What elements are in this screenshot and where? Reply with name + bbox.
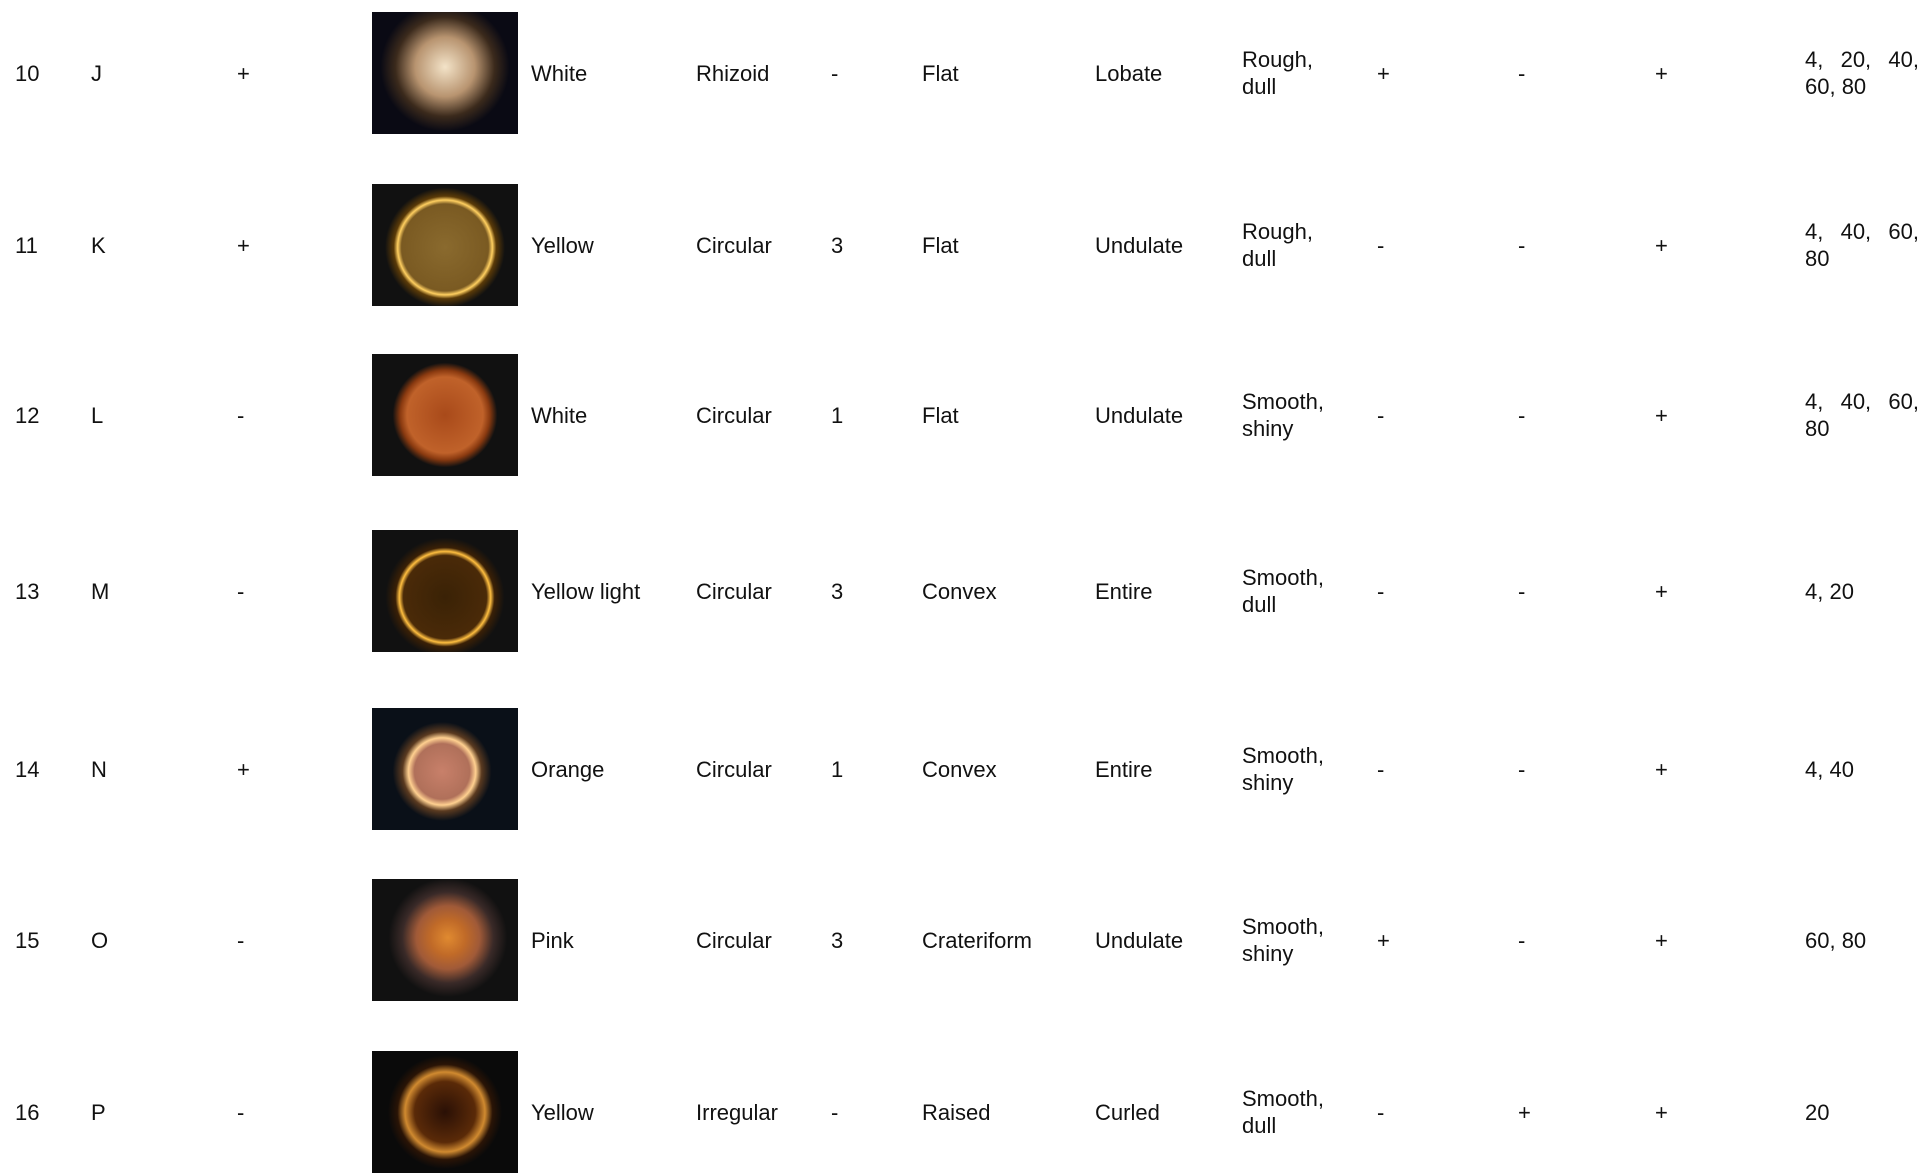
margin: Curled — [1095, 1099, 1160, 1125]
shape: Irregular — [696, 1099, 778, 1125]
shape: Circular — [696, 402, 772, 428]
shape: Circular — [696, 927, 772, 953]
margin: Undulate — [1095, 927, 1184, 953]
color: Yellow — [531, 232, 594, 258]
gram: - — [237, 1099, 245, 1125]
shape: Circular — [696, 578, 772, 604]
texture: Rough, dull — [1242, 219, 1313, 271]
size: 3 — [831, 927, 844, 953]
colony-photo — [372, 1051, 518, 1173]
color: Orange — [531, 756, 605, 782]
color: Yellow — [531, 1099, 594, 1125]
gram: - — [237, 402, 245, 428]
margin: Entire — [1095, 756, 1153, 782]
isolate-code: K — [91, 232, 106, 258]
texture: Smooth, shiny — [1242, 914, 1324, 966]
colony-photo — [372, 354, 518, 476]
color: White — [531, 60, 588, 86]
isolate-code: P — [91, 1099, 106, 1125]
elevation: Flat — [922, 60, 959, 86]
color: White — [531, 402, 588, 428]
colony-photo — [372, 879, 518, 1001]
colony-photo — [372, 530, 518, 652]
margin: Undulate — [1095, 402, 1184, 428]
isolate-code: N — [91, 756, 107, 782]
shape: Circular — [696, 756, 772, 782]
test-2: - — [1518, 756, 1526, 782]
size: 3 — [831, 578, 844, 604]
size: 1 — [831, 756, 844, 782]
test-2: - — [1518, 578, 1526, 604]
elevation: Raised — [922, 1099, 991, 1125]
test-1: - — [1377, 578, 1385, 604]
temperatures: 4, 40, 60, 80 — [1805, 389, 1919, 441]
size: 3 — [831, 232, 844, 258]
isolate-no: 11 — [15, 232, 38, 258]
isolate-no: 12 — [15, 402, 40, 428]
temperatures: 4, 20 — [1805, 578, 1854, 604]
elevation: Crateriform — [922, 927, 1033, 953]
test-3: + — [1655, 402, 1668, 428]
margin: Lobate — [1095, 60, 1163, 86]
test-3: + — [1655, 927, 1668, 953]
elevation: Flat — [922, 232, 959, 258]
test-2: - — [1518, 232, 1526, 258]
color: Pink — [531, 927, 574, 953]
temperatures: 4, 40, 60, 80 — [1805, 219, 1919, 271]
isolate-no: 15 — [15, 927, 40, 953]
isolate-code: O — [91, 927, 109, 953]
isolate-code: M — [91, 578, 110, 604]
size: 1 — [831, 402, 844, 428]
isolate-no: 10 — [15, 60, 40, 86]
test-2: + — [1518, 1099, 1531, 1125]
colony-photo — [372, 184, 518, 306]
test-1: - — [1377, 756, 1385, 782]
temperatures: 4, 40 — [1805, 756, 1854, 782]
colony-photo — [372, 12, 518, 134]
margin: Entire — [1095, 578, 1153, 604]
texture: Smooth, dull — [1242, 1086, 1324, 1138]
test-1: - — [1377, 1099, 1385, 1125]
texture: Smooth, dull — [1242, 565, 1324, 617]
test-3: + — [1655, 232, 1668, 258]
colony-photo — [372, 708, 518, 830]
elevation: Flat — [922, 402, 959, 428]
test-3: + — [1655, 756, 1668, 782]
test-3: + — [1655, 1099, 1668, 1125]
temperatures: 4, 20, 40, 60, 80 — [1805, 47, 1919, 99]
test-1: - — [1377, 402, 1385, 428]
test-2: - — [1518, 402, 1526, 428]
test-3: + — [1655, 578, 1668, 604]
texture: Smooth, shiny — [1242, 743, 1324, 795]
gram: - — [237, 927, 245, 953]
isolate-no: 13 — [15, 578, 40, 604]
gram: + — [237, 60, 250, 86]
texture: Rough, dull — [1242, 47, 1313, 99]
test-1: + — [1377, 60, 1390, 86]
test-2: - — [1518, 927, 1526, 953]
test-3: + — [1655, 60, 1668, 86]
size: - — [831, 1099, 839, 1125]
isolate-code: J — [91, 60, 102, 86]
test-2: - — [1518, 60, 1526, 86]
gram: + — [237, 756, 250, 782]
temperatures: 60, 80 — [1805, 927, 1867, 953]
color: Yellow light — [531, 578, 641, 604]
shape: Rhizoid — [696, 60, 770, 86]
elevation: Convex — [922, 756, 997, 782]
isolate-no: 16 — [15, 1099, 40, 1125]
margin: Undulate — [1095, 232, 1184, 258]
test-1: - — [1377, 232, 1385, 258]
gram: + — [237, 232, 250, 258]
texture: Smooth, shiny — [1242, 389, 1324, 441]
gram: - — [237, 578, 245, 604]
elevation: Convex — [922, 578, 997, 604]
isolate-code: L — [91, 402, 104, 428]
shape: Circular — [696, 232, 772, 258]
test-1: + — [1377, 927, 1390, 953]
temperatures: 20 — [1805, 1099, 1830, 1125]
isolate-no: 14 — [15, 756, 40, 782]
size: - — [831, 60, 839, 86]
